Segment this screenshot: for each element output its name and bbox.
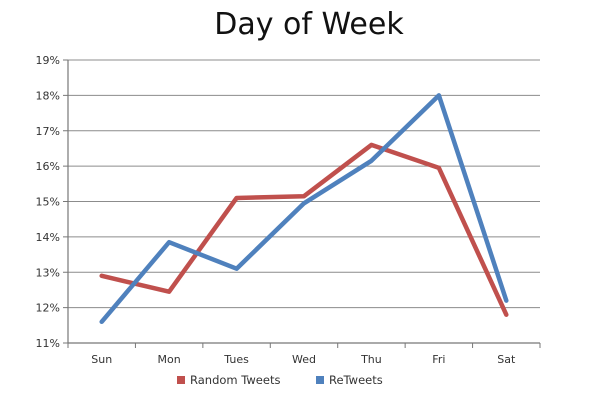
- series-line-1: [99, 142, 509, 317]
- series-line-2: [99, 93, 509, 325]
- axes: 11% 12% 13% 14% 15% 16% 17% 18% 19% Sun Mon Tues Wed…: [36, 54, 541, 366]
- legend-label: Random Tweets: [190, 373, 280, 387]
- grid: [68, 59, 540, 309]
- y-tick-label: 16%: [36, 160, 60, 173]
- chart-title: Day of Week: [214, 7, 404, 42]
- legend-swatch: [177, 376, 185, 384]
- y-tick-label: 15%: [36, 196, 60, 209]
- y-tick-label: 17%: [36, 125, 60, 138]
- y-tick-label: 14%: [36, 231, 60, 244]
- legend-label: ReTweets: [329, 373, 383, 387]
- y-tick-label: 19%: [36, 54, 60, 67]
- y-tick-label: 18%: [36, 89, 60, 102]
- x-tick-label: Thu: [360, 353, 382, 366]
- x-tick-label: Tues: [223, 353, 249, 366]
- x-tick-label: Sat: [497, 353, 516, 366]
- x-tick-label: Wed: [292, 353, 316, 366]
- y-tick-label: 12%: [36, 302, 60, 315]
- y-tick-label: 11%: [36, 337, 60, 350]
- x-tick-label: Sun: [91, 353, 112, 366]
- x-tick-label: Mon: [158, 353, 181, 366]
- legend: Random Tweets ReTweets: [177, 373, 383, 387]
- y-tick-label: 13%: [36, 266, 60, 279]
- x-tick-label: Fri: [432, 353, 445, 366]
- series-lines: [99, 93, 509, 325]
- legend-swatch: [316, 376, 324, 384]
